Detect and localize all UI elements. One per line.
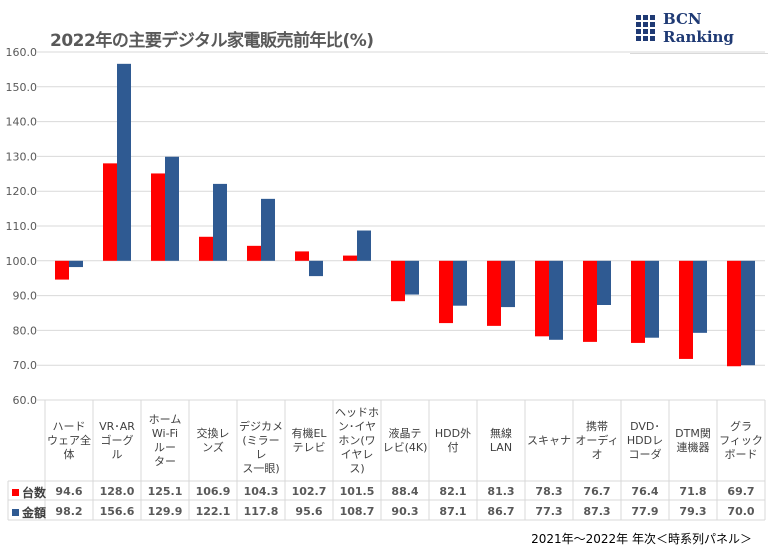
footer-note: 2021年～2022年 年次＜時系列パネル＞ (531, 532, 752, 546)
data-label: 69.7 (727, 485, 755, 498)
legend-swatch (12, 509, 19, 516)
data-label: 122.1 (195, 505, 231, 518)
data-label: 77.9 (631, 505, 659, 518)
data-label: 87.3 (583, 505, 611, 518)
y-tick-label: 120.0 (6, 185, 38, 198)
y-tick-label: 130.0 (6, 150, 38, 163)
data-label: 86.7 (487, 505, 515, 518)
y-tick-label: 150.0 (6, 81, 38, 94)
category-label: スキャナ (527, 433, 571, 447)
data-label: 129.9 (147, 505, 183, 518)
data-label: 108.7 (339, 505, 375, 518)
bar-units (679, 260, 693, 359)
category-label: グラ フィック ボード (719, 419, 763, 461)
bar-units (343, 255, 357, 261)
y-tick-label: 90.0 (13, 290, 38, 303)
bar-value (261, 198, 275, 261)
bar-value (549, 260, 563, 340)
legend-label: 台数 (22, 486, 47, 500)
bar-units (631, 260, 645, 343)
data-label: 95.6 (295, 505, 323, 518)
data-label: 79.3 (679, 505, 707, 518)
data-label: 77.3 (535, 505, 563, 518)
category-label: 有機EL テレビ (291, 426, 327, 454)
category-label: DVD･ HDDレ コーダ (626, 419, 664, 461)
bar-value (741, 260, 755, 366)
data-label: 101.5 (339, 485, 375, 498)
data-label: 78.3 (535, 485, 563, 498)
legend-label: 金額 (22, 506, 47, 520)
category-label: ヘッドホ ン･イヤ ホン(ワ イヤレ ス) (335, 405, 379, 475)
bar-value (501, 260, 515, 308)
data-label: 76.7 (583, 485, 611, 498)
bar-value (645, 260, 659, 338)
category-label: 交換レ ンズ (196, 426, 230, 454)
data-label: 82.1 (439, 485, 467, 498)
data-label: 156.6 (99, 505, 135, 518)
chart-title: 2022年の主要デジタル家電販売前年比(%) (50, 31, 374, 51)
data-label: 90.3 (391, 505, 419, 518)
bar-units (151, 173, 165, 261)
data-label: 71.8 (679, 485, 707, 498)
bar-value (309, 260, 323, 277)
data-label: 128.0 (99, 485, 135, 498)
bar-value (213, 183, 227, 261)
y-tick-label: 110.0 (6, 220, 38, 233)
y-tick-label: 70.0 (13, 359, 38, 372)
bcn-logo: BCN Ranking (636, 10, 770, 46)
bar-units (439, 260, 453, 324)
y-tick-label: 60.0 (13, 394, 38, 407)
data-label: 87.1 (439, 505, 467, 518)
category-label: VR･AR ゴーグ ル (99, 419, 135, 461)
bar-value (69, 260, 83, 268)
data-label: 88.4 (391, 485, 419, 498)
bar-units (583, 260, 597, 342)
category-label: 無線 LAN (489, 426, 513, 454)
logo-text: BCN Ranking (663, 10, 734, 46)
data-label: 81.3 (487, 485, 515, 498)
data-label: 94.6 (55, 485, 83, 498)
data-label: 104.3 (243, 485, 279, 498)
category-label: HDD外 付 (434, 426, 472, 454)
data-label: 76.4 (631, 485, 659, 498)
bar-value (693, 260, 707, 333)
category-label: 液晶テ レビ(4K) (382, 426, 428, 454)
category-label: ホーム Wi-Fi ルー ター (148, 412, 182, 468)
category-label: 携帯 オーディ オ (575, 419, 619, 461)
category-label: デジカメ (ミラーレ ス一眼) (239, 419, 283, 475)
category-label: ハード ウェア全 体 (47, 419, 91, 461)
bar-value (165, 156, 179, 261)
y-tick-label: 160.0 (6, 46, 38, 59)
bar-value (117, 63, 131, 261)
bar-units (247, 245, 261, 261)
bar-value (597, 260, 611, 305)
bar-value (453, 260, 467, 306)
bar-units (55, 260, 69, 280)
bar-units (487, 260, 501, 326)
logo-grid-icon (636, 15, 655, 41)
bar-units (535, 260, 549, 337)
data-label: 102.7 (291, 485, 327, 498)
bar-units (295, 251, 309, 261)
data-label: 70.0 (727, 505, 755, 518)
data-label: 125.1 (147, 485, 183, 498)
bar-value (405, 260, 419, 295)
data-label: 106.9 (195, 485, 231, 498)
data-label: 98.2 (55, 505, 83, 518)
y-tick-label: 80.0 (13, 324, 38, 337)
y-tick-label: 140.0 (6, 116, 38, 129)
legend-units: 台数 (12, 484, 46, 501)
data-label: 117.8 (243, 505, 279, 518)
bar-units (199, 236, 213, 261)
legend-swatch (12, 489, 19, 496)
category-label: DTM関 連機器 (675, 426, 711, 454)
y-tick-label: 100.0 (6, 255, 38, 268)
bar-units (103, 163, 117, 261)
legend-value: 金額 (12, 504, 46, 521)
bar-value (357, 230, 371, 261)
logo-divider (630, 53, 768, 54)
bar-units (727, 260, 741, 367)
bar-units (391, 260, 405, 302)
